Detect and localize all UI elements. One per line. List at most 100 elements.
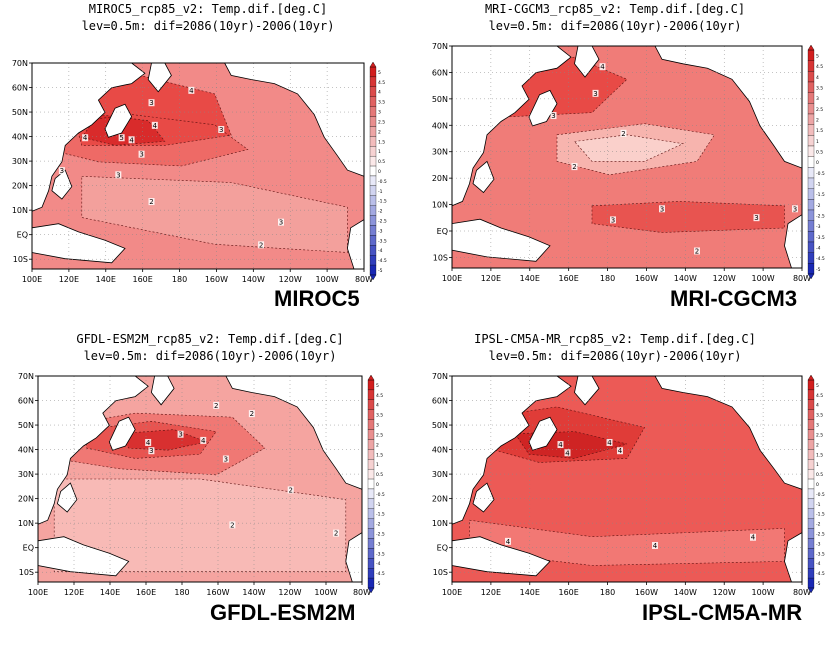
land-mass (37, 536, 130, 577)
colorbar-segment (367, 558, 375, 569)
contour-label: 3 (593, 90, 597, 98)
x-tick-label: 120W (279, 275, 302, 284)
y-tick-label: 10N (432, 201, 448, 210)
colorbar-top-arrow (807, 44, 815, 51)
colorbar-label: 4 (378, 90, 381, 96)
colorbar-segment (369, 146, 377, 157)
y-tick-label: 20N (18, 495, 34, 504)
contour-label-bg (145, 438, 152, 446)
colorbar-segment (369, 235, 377, 246)
panel-title: MIROC5_rcp85_v2: Temp.dif.[deg.C] (88, 2, 328, 16)
contour-label-bg (82, 134, 89, 142)
colorbar-segment (367, 389, 375, 400)
colorbar-segment (807, 263, 815, 275)
colorbar-label: -2 (378, 209, 383, 215)
contour-label: 3 (219, 126, 223, 134)
map-ipsl: 100E 120E 140E 160E 180 160W 140W 120W 100W 80W 70… (432, 372, 825, 597)
colorbar-label: -3 (816, 224, 821, 230)
colorbar-label: -2 (376, 522, 381, 528)
contour-label-bg (151, 121, 158, 129)
contour-line (573, 134, 685, 162)
land-mass (56, 482, 78, 513)
colorbar-label: -5 (816, 267, 821, 273)
land-mass (31, 223, 126, 264)
y-tick-label: EQ (437, 544, 448, 553)
colorbar-segment (367, 439, 375, 450)
colorbar-label: -3 (816, 541, 821, 547)
contour-line (81, 114, 166, 146)
colorbar-label: 4.5 (816, 64, 823, 70)
x-tick-label: 160E (559, 274, 579, 283)
colorbar-label: 2 (816, 117, 819, 123)
y-tick-label: EQ (17, 231, 28, 240)
colorbar-segment (369, 155, 377, 167)
colorbar-label: -4 (816, 561, 821, 567)
panel-ipsl: IPSL-CM5A-MR_rcp85_v2: Temp.dif.[deg.C] … (420, 316, 827, 632)
x-tick-label: 100W (752, 588, 775, 597)
colorbar-segment (367, 488, 375, 500)
contour-label-bg (753, 214, 760, 222)
temperature-band (81, 176, 348, 253)
contour-label-bg (557, 441, 564, 449)
colorbar-label: 3.5 (816, 85, 823, 91)
x-tick-label: 180 (600, 588, 615, 597)
contour-line (556, 123, 716, 176)
land-mass (451, 218, 551, 262)
contour-label-bg (248, 410, 255, 418)
colorbar-label: 2.5 (816, 107, 823, 113)
colorbar-segment (807, 71, 815, 83)
contour-label: 2 (214, 402, 218, 410)
contour-label: 5 (119, 134, 123, 142)
contour-label: 2 (250, 410, 254, 418)
contour-label-bg (659, 205, 665, 213)
contour-line (591, 201, 785, 233)
y-tick-label: 10S (433, 568, 448, 577)
x-tick-label: 160W (206, 588, 229, 597)
colorbar-label: -1 (376, 502, 381, 508)
y-tick-label: 40N (432, 446, 448, 455)
x-tick-label: 180 (172, 275, 187, 284)
colorbar-segment (369, 225, 377, 236)
colorbar-segment (369, 86, 377, 97)
colorbar-segment (369, 255, 377, 266)
colorbar-label: 0.5 (378, 159, 385, 165)
colorbar-segment (367, 468, 375, 480)
colorbar-segment (369, 66, 377, 78)
colorbar-bottom-arrow (807, 587, 815, 594)
land-mass (104, 103, 133, 138)
contour-label: 3 (224, 455, 228, 463)
y-tick-label: 40N (18, 446, 34, 455)
x-tick-label: 100E (22, 275, 42, 284)
colorbar-segment (369, 116, 377, 127)
colorbar-segment (807, 156, 815, 168)
y-tick-label: 30N (432, 148, 448, 157)
x-tick-label: 80W (355, 275, 373, 284)
colorbar-segment (367, 478, 375, 490)
colorbar-label: 0 (378, 169, 381, 175)
colorbar-label: -3.5 (816, 551, 825, 557)
colorbar-label: -0.5 (816, 492, 825, 498)
colorbar-label: 0 (816, 482, 819, 488)
map-gfdl: 100E 120E 140E 160E 180 160W 140W 120W 100W 80W 70… (18, 372, 385, 597)
colorbar-segment (807, 558, 815, 569)
contour-label: 2 (695, 247, 699, 255)
model-name-label: MIROC5 (274, 286, 360, 311)
y-tick-label: 40N (12, 133, 28, 142)
colorbar-label: -0.5 (378, 179, 387, 185)
colorbar-segment (807, 103, 815, 115)
contour-label: 3 (60, 167, 64, 175)
contour-label-bg (218, 125, 225, 133)
x-tick-label: 140W (242, 588, 265, 597)
colorbar-label: 5 (378, 70, 381, 76)
contour-label-bg (550, 112, 557, 120)
colorbar-segment (807, 508, 815, 519)
colorbar-segment (807, 389, 815, 400)
plot-frame (451, 45, 803, 269)
colorbar-label: -2 (816, 522, 821, 528)
colorbar-segment (369, 165, 377, 177)
y-tick-label: EQ (23, 544, 34, 553)
colorbar-segment (807, 498, 815, 509)
x-tick-label: 140E (520, 274, 540, 283)
colorbar-label: -4.5 (378, 258, 387, 264)
colorbar-label: -1.5 (376, 512, 385, 518)
